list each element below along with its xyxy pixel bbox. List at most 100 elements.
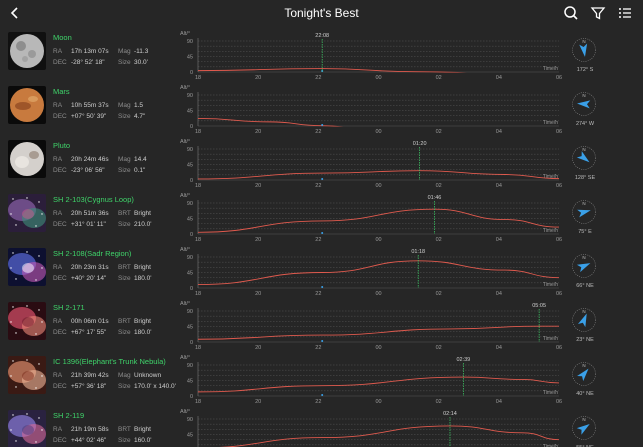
alt-axis-label: Alt/° bbox=[180, 247, 190, 253]
object-list[interactable]: Moon RA 17h 13m 07s DEC -28° 52' 18" Mag -11.3… bbox=[0, 27, 643, 447]
magnitude-label: BRT bbox=[118, 318, 131, 325]
y-tick-label: 90 bbox=[187, 93, 193, 99]
compass-icon: N bbox=[572, 254, 596, 278]
x-tick-label: 22 bbox=[315, 75, 321, 81]
compass-icon: N bbox=[572, 362, 596, 386]
size-label: Size bbox=[118, 329, 131, 336]
size-value: 0.1" bbox=[134, 167, 146, 174]
magnitude-value: Unknown bbox=[134, 372, 162, 379]
compass-north-label: N bbox=[582, 363, 585, 368]
size-value: 30.0' bbox=[134, 59, 148, 66]
y-tick-label: 90 bbox=[187, 255, 193, 261]
magnitude-value: Bright bbox=[134, 426, 151, 433]
compass-direction: 128° SE bbox=[574, 175, 596, 181]
magnitude-value: Bright bbox=[134, 210, 151, 217]
ra-label: RA bbox=[53, 426, 63, 433]
back-button[interactable] bbox=[5, 3, 25, 23]
compass-ring bbox=[572, 308, 596, 332]
ra-value: 21h 39m 42s bbox=[71, 372, 109, 379]
list-item[interactable]: SH 2-103(Cygnus Loop) RA 20h 51m 36s DEC +31… bbox=[0, 189, 643, 243]
ra-label: RA bbox=[53, 156, 63, 163]
y-tick-label: 0 bbox=[190, 70, 193, 76]
x-tick-label: 00 bbox=[375, 291, 381, 297]
object-name[interactable]: SH 2-119 bbox=[53, 411, 85, 420]
x-tick-label: 06 bbox=[556, 345, 562, 351]
y-tick-label: 45 bbox=[187, 379, 193, 385]
x-tick-label: 18 bbox=[195, 75, 201, 81]
x-tick-label: 04 bbox=[496, 291, 502, 297]
alt-axis-label: Alt/° bbox=[180, 139, 190, 145]
time-axis-label: Time/h bbox=[543, 444, 558, 447]
list-item[interactable]: IC 1396(Elephant's Trunk Nebula) RA 21h 39… bbox=[0, 351, 643, 405]
y-tick-label: 90 bbox=[187, 309, 193, 315]
object-name[interactable]: SH 2-171 bbox=[53, 303, 85, 312]
object-image bbox=[8, 140, 46, 178]
x-tick-label: 22 bbox=[315, 183, 321, 189]
x-tick-label: 22 bbox=[315, 237, 321, 243]
y-tick-label: 0 bbox=[190, 340, 193, 346]
x-tick-label: 00 bbox=[375, 399, 381, 405]
object-name[interactable]: SH 2-103(Cygnus Loop) bbox=[53, 195, 134, 204]
time-axis-label: Time/h bbox=[543, 120, 558, 126]
object-name[interactable]: Moon bbox=[53, 33, 72, 42]
compass-direction: 40° NE bbox=[576, 391, 594, 397]
y-tick-label: 45 bbox=[187, 55, 193, 61]
list-item[interactable]: Mars RA 10h 55m 37s DEC +07° 50' 39" Mag 1.5 Si… bbox=[0, 81, 643, 135]
list-item[interactable]: Moon RA 17h 13m 07s DEC -28° 52' 18" Mag -11.3… bbox=[0, 27, 643, 81]
list-item[interactable]: SH 2-171 RA 00h 06m 01s DEC +67° 17' 55" BRT B… bbox=[0, 297, 643, 351]
object-name[interactable]: Pluto bbox=[53, 141, 71, 150]
size-label: Size bbox=[118, 113, 131, 120]
dec-value: +44° 02' 46" bbox=[71, 437, 107, 444]
compass-ring bbox=[572, 146, 596, 170]
x-tick-label: 18 bbox=[195, 237, 201, 243]
x-tick-label: 02 bbox=[436, 183, 442, 189]
size-label: Size bbox=[118, 221, 131, 228]
peak-time-label: 01:46 bbox=[428, 195, 442, 201]
dec-label: DEC bbox=[53, 221, 67, 228]
compass-arrow bbox=[576, 423, 590, 435]
search-button[interactable] bbox=[561, 3, 581, 23]
x-tick-label: 06 bbox=[556, 291, 562, 297]
dec-value: +40° 20' 14" bbox=[71, 275, 107, 282]
page-title: Tonight's Best bbox=[284, 6, 359, 20]
compass-ring bbox=[572, 254, 596, 278]
time-axis-label: Time/h bbox=[543, 282, 558, 288]
x-tick-label: 22 bbox=[315, 129, 321, 135]
altitude-curve bbox=[198, 117, 344, 127]
object-thumbnail bbox=[8, 32, 46, 70]
altitude-chart: Alt/° 90 45 018 20 22 00 02 04 06 Time/h 02:39 bbox=[180, 355, 562, 405]
compass-direction: 172° S bbox=[576, 67, 594, 73]
object-name[interactable]: Mars bbox=[53, 87, 70, 96]
x-tick-label: 00 bbox=[375, 75, 381, 81]
alt-axis-label: Alt/° bbox=[180, 31, 190, 37]
altitude-curve bbox=[198, 325, 559, 340]
altitude-curve bbox=[198, 208, 559, 233]
object-name[interactable]: SH 2-108(Sadr Region) bbox=[53, 249, 132, 258]
object-image bbox=[8, 356, 46, 394]
y-tick-label: 0 bbox=[190, 124, 193, 130]
size-label: Size bbox=[118, 437, 131, 444]
compass-north-label: N bbox=[582, 39, 585, 44]
filter-button[interactable] bbox=[588, 3, 608, 23]
list-item[interactable]: SH 2-119 RA 21h 19m 58s DEC +44° 02' 46" BRT B… bbox=[0, 405, 643, 447]
compass-north-label: N bbox=[582, 309, 585, 314]
object-thumbnail bbox=[8, 356, 46, 394]
object-thumbnail bbox=[8, 248, 46, 286]
size-value: 160.0' bbox=[134, 437, 152, 444]
ra-value: 20h 24m 46s bbox=[71, 156, 109, 163]
alt-axis-label: Alt/° bbox=[180, 409, 190, 415]
object-name[interactable]: IC 1396(Elephant's Trunk Nebula) bbox=[53, 357, 166, 366]
x-tick-label: 20 bbox=[255, 399, 261, 405]
x-tick-label: 22 bbox=[315, 291, 321, 297]
dec-value: +57° 36' 18" bbox=[71, 383, 107, 390]
x-tick-label: 00 bbox=[375, 345, 381, 351]
list-item[interactable]: SH 2-108(Sadr Region) RA 20h 23m 31s DEC +40… bbox=[0, 243, 643, 297]
size-value: 4.7" bbox=[134, 113, 146, 120]
y-tick-label: 45 bbox=[187, 433, 193, 439]
object-thumbnail bbox=[8, 86, 46, 124]
menu-button[interactable] bbox=[615, 3, 635, 23]
compass-direction: 75° E bbox=[578, 229, 592, 235]
ra-value: 21h 19m 58s bbox=[71, 426, 109, 433]
list-item[interactable]: Pluto RA 20h 24m 46s DEC -23° 06' 56" Mag 14.4… bbox=[0, 135, 643, 189]
